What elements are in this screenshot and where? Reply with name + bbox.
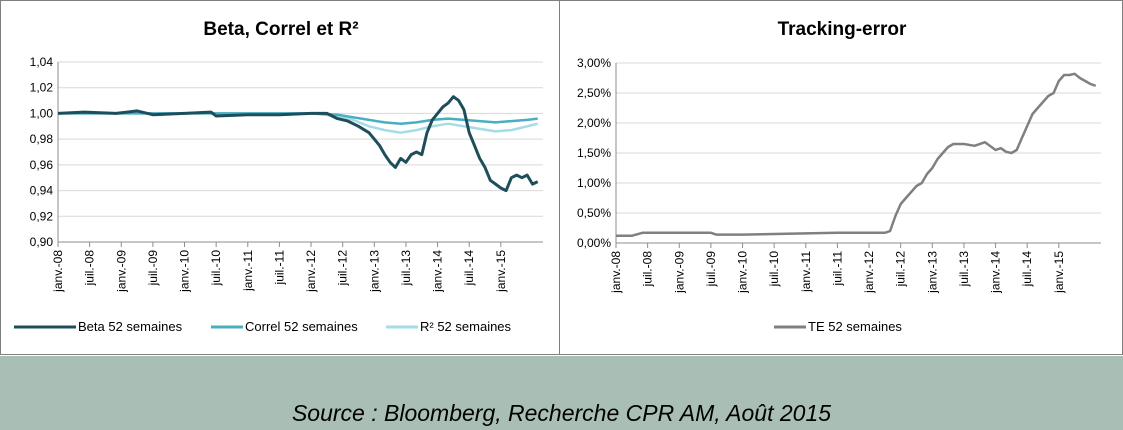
x-tick-label: janv.-12	[862, 251, 876, 294]
x-tick-label: juil.-14	[1020, 251, 1034, 288]
y-tick-label: 1,50%	[577, 146, 611, 160]
tracking-error-chart: Tracking-error 0,00% 0,50% 1,00% 1,50% 2,00% 2…	[559, 0, 1123, 355]
y-tick-label: 1,04	[30, 55, 54, 69]
x-tick-label: janv.-09	[114, 250, 128, 293]
x-tick-label: janv.-14	[431, 250, 445, 293]
tracking-error-chart-svg: Tracking-error 0,00% 0,50% 1,00% 1,50% 2,00% 2…	[577, 19, 1101, 334]
y-tick-label: 3,00%	[577, 56, 611, 70]
legend-label: R² 52 semaines	[420, 319, 512, 334]
y-tick-label: 0,98	[30, 132, 54, 146]
x-tick-label: juil.-12	[894, 251, 908, 288]
y-tick-label: 0,94	[30, 184, 54, 198]
y-tick-label: 1,00%	[577, 176, 611, 190]
chart-title: Beta, Correl et R²	[203, 19, 358, 40]
x-tick-label: juil.-10	[209, 250, 223, 287]
x-tick-label: janv.-09	[672, 251, 686, 294]
x-tick-label: janv.-11	[799, 251, 813, 293]
legend-label: Beta 52 semaines	[78, 319, 183, 334]
series-line-te-52-semaines	[616, 72, 1097, 238]
x-tick-label: janv.-14	[989, 251, 1003, 294]
source-caption: Source : Bloomberg, Recherche CPR AM, Ao…	[291, 400, 832, 426]
legend-label: TE 52 semaines	[808, 319, 902, 334]
x-tick-label: juil.-13	[957, 251, 971, 288]
charts-area: Beta, Correl et R² 0,90 0,92 0,94 0,96 0,98 1,…	[0, 0, 1123, 356]
x-tick-label: janv.-15	[1052, 251, 1066, 294]
beta-correl-r2-chart-svg: Beta, Correl et R² 0,90 0,92 0,94 0,96 0,98 1,…	[14, 19, 543, 334]
legend-label: Correl 52 semaines	[245, 319, 358, 334]
y-tick-label: 1,02	[30, 81, 54, 95]
x-tick-label: juil.-09	[146, 250, 160, 287]
x-tick-label: janv.-13	[925, 251, 939, 294]
series-line-beta-52-semaines	[57, 95, 539, 193]
y-tick-label: 0,96	[30, 158, 54, 172]
y-tick-label: 0,90	[30, 235, 54, 249]
x-tick-label: juil.-10	[767, 251, 781, 288]
x-tick-label: janv.-15	[494, 250, 508, 293]
y-tick-label: 2,50%	[577, 86, 611, 100]
x-tick-label: juil.-09	[704, 251, 718, 288]
y-tick-label: 0,50%	[577, 206, 611, 220]
y-tick-label: 2,00%	[577, 116, 611, 130]
x-tick-label: juil.-14	[462, 250, 476, 287]
x-tick-label: juil.-11	[830, 251, 844, 287]
x-tick-label: janv.-10	[736, 251, 750, 294]
x-tick-label: janv.-08	[51, 250, 65, 293]
x-tick-label: janv.-12	[304, 250, 318, 293]
x-tick-label: juil.-11	[272, 250, 286, 286]
x-tick-label: juil.-08	[83, 250, 97, 287]
beta-correl-r2-chart: Beta, Correl et R² 0,90 0,92 0,94 0,96 0,98 1,…	[0, 0, 560, 355]
x-tick-label: juil.-08	[641, 251, 655, 288]
y-tick-label: 1,00	[30, 106, 54, 120]
x-tick-label: juil.-12	[336, 250, 350, 287]
y-tick-label: 0,00%	[577, 236, 611, 250]
x-tick-label: janv.-10	[178, 250, 192, 293]
x-tick-label: janv.-13	[367, 250, 381, 293]
x-tick-label: janv.-08	[609, 251, 623, 294]
chart-title: Tracking-error	[778, 19, 907, 40]
x-tick-label: juil.-13	[399, 250, 413, 287]
x-tick-label: janv.-11	[241, 250, 255, 292]
y-tick-label: 0,92	[30, 209, 54, 223]
